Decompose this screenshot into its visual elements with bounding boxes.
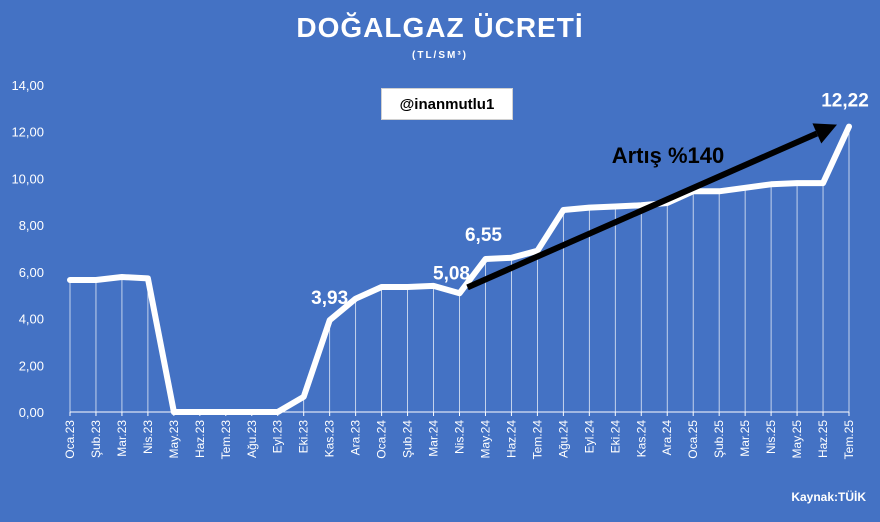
data-point [561, 207, 566, 212]
x-tick-label: Tem.25 [842, 420, 856, 460]
x-tick-label: Nis.25 [764, 420, 778, 454]
x-tick-label: Mar.23 [115, 420, 129, 457]
data-point [327, 318, 332, 323]
x-tick-label: Nis.24 [453, 420, 467, 454]
x-tick-label: Kas.24 [634, 420, 648, 458]
y-tick-label: 8,00 [19, 218, 44, 233]
data-point [93, 278, 98, 283]
data-point [847, 124, 851, 129]
y-tick-label: 0,00 [19, 405, 44, 420]
data-point [509, 255, 514, 260]
data-point [457, 291, 462, 296]
x-tick-label: Şub.25 [712, 420, 726, 458]
x-tick-label: Ağu.24 [556, 420, 570, 458]
data-point [275, 410, 280, 414]
data-point [795, 181, 800, 186]
data-point [353, 296, 358, 301]
x-tick-label: Eki.23 [297, 420, 311, 454]
x-tick-label: May.23 [167, 420, 181, 459]
x-tick-label: Oca.24 [375, 420, 389, 459]
data-point [613, 204, 618, 209]
data-point [249, 410, 254, 414]
x-tick-label: Ara.23 [349, 420, 363, 456]
x-axis: Oca.23 Şub.23 Mar.23 Nis.23 May.23 Haz.23 Tem.… [63, 411, 856, 460]
y-tick-label: 2,00 [19, 358, 44, 373]
data-point [431, 283, 436, 288]
drop-lines [69, 126, 850, 412]
x-tick-label: Oca.23 [63, 420, 77, 459]
x-tick-label: Ağu.23 [245, 420, 259, 458]
data-label: 5,08 [433, 263, 470, 284]
y-tick-label: 12,00 [11, 125, 44, 140]
x-tick-label: Eyl.24 [582, 420, 596, 454]
x-tick-label: Nis.23 [141, 420, 155, 454]
series-layer [67, 123, 852, 415]
x-tick-label: Haz.23 [193, 420, 207, 458]
data-label: 3,93 [311, 288, 348, 309]
y-tick-label: 6,00 [19, 265, 44, 280]
data-point [821, 181, 826, 186]
x-tick-label: Şub.24 [401, 420, 415, 458]
trend-annotation-label: Artış %140 [612, 143, 725, 168]
data-label: 6,55 [465, 225, 502, 246]
x-tick-label: Mar.25 [738, 420, 752, 457]
data-point [405, 285, 410, 290]
data-point [171, 410, 176, 414]
data-point [301, 394, 306, 399]
y-tick-label: 10,00 [11, 171, 44, 186]
x-tick-label: May.24 [478, 420, 492, 459]
data-point [743, 185, 748, 190]
x-tick-label: Eki.24 [608, 420, 622, 454]
data-point [119, 274, 124, 279]
x-tick-label: Şub.23 [89, 420, 103, 458]
data-point [68, 278, 72, 283]
x-tick-label: May.25 [790, 420, 804, 459]
x-tick-label: Ara.24 [660, 420, 674, 456]
source-label: Kaynak:TÜİK [791, 490, 866, 504]
x-tick-label: Eyl.23 [271, 420, 285, 454]
trend-arrow-head [812, 123, 837, 144]
data-label: 12,22 [821, 91, 869, 112]
x-tick-label: Haz.24 [504, 420, 518, 458]
annotation-layer: Artış %140 [466, 123, 837, 291]
data-point [223, 410, 228, 414]
data-point [535, 248, 540, 253]
data-point [145, 276, 150, 281]
x-tick-label: Kas.23 [323, 420, 337, 458]
chart-subtitle: (TL/SM³) [412, 50, 468, 61]
data-point [717, 189, 722, 194]
data-point [197, 410, 202, 414]
data-labels: 3,93 5,08 6,55 12,22 [311, 91, 869, 310]
data-point [379, 285, 384, 290]
data-point [769, 182, 774, 187]
author-handle: @inanmutlu1 [399, 95, 495, 113]
y-tick-label: 4,00 [19, 312, 44, 327]
x-tick-label: Tem.24 [530, 420, 544, 460]
y-tick-label: 14,00 [11, 78, 44, 93]
x-tick-label: Mar.24 [427, 420, 441, 457]
chart-title: DOĞALGAZ ÜCRETİ [296, 12, 584, 43]
y-axis: 0,00 2,00 4,00 6,00 8,00 10,00 12,00 14,00 [11, 78, 44, 420]
data-point [587, 205, 592, 210]
x-tick-label: Tem.23 [219, 420, 233, 460]
data-point [483, 257, 488, 262]
x-tick-label: Oca.25 [686, 420, 700, 459]
data-point [639, 203, 644, 208]
trend-arrow-shaft [466, 130, 819, 291]
author-handle-box: @inanmutlu1 [381, 88, 513, 120]
x-tick-label: Haz.25 [816, 420, 830, 458]
